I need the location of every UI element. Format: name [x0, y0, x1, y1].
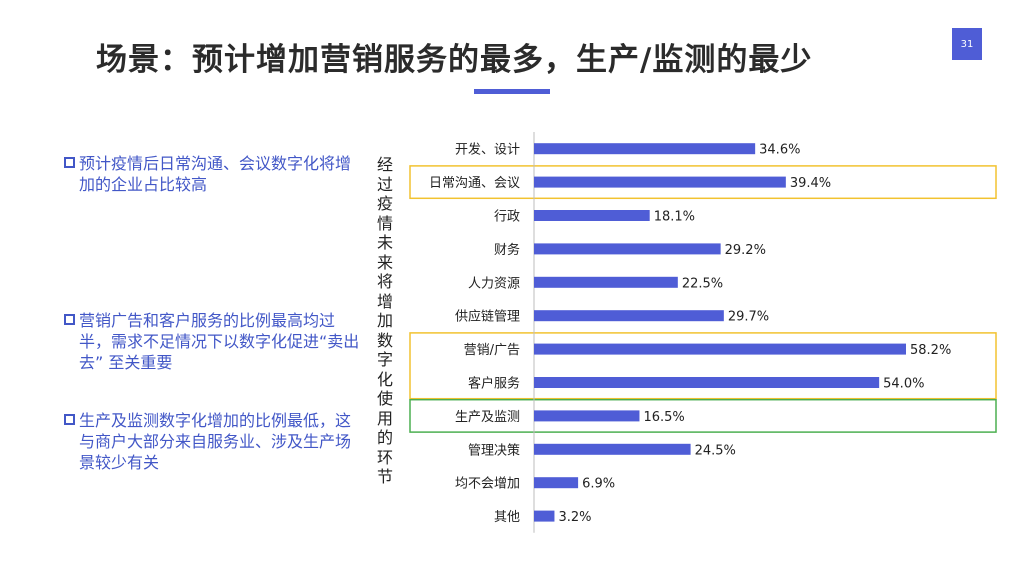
bar [534, 510, 555, 522]
page-number-badge: 31 [952, 28, 982, 60]
square-bullet-icon [64, 157, 75, 168]
note-production: 生产及监测数字化增加的比例最低，这与商户大部分来自服务业、涉及生产场景较少有关 [64, 410, 364, 473]
bar [534, 210, 650, 221]
note-text: 生产及监测数字化增加的比例最低，这与商户大部分来自服务业、涉及生产场景较少有关 [79, 411, 352, 472]
highlight-frame [409, 332, 997, 400]
category-label: 人力资源 [468, 276, 520, 291]
category-label: 生产及监测 [455, 410, 520, 425]
note-text: 营销广告和客户服务的比例最高均过半，需求不足情况下以数字化促进“卖出去” 至关重… [79, 311, 360, 372]
highlight-frame [409, 165, 997, 200]
bar [534, 243, 721, 255]
bar [534, 276, 678, 288]
category-label: 行政 [494, 210, 520, 225]
value-label: 34.6% [759, 143, 800, 158]
value-label: 3.2% [558, 510, 591, 525]
category-label: 营销/广告 [464, 343, 520, 358]
bar [534, 377, 880, 388]
bar [534, 310, 724, 322]
note-text: 预计疫情后日常沟通、会议数字化将增加的企业占比较高 [79, 154, 352, 194]
bar [534, 343, 906, 355]
value-label: 24.5% [695, 443, 736, 458]
square-bullet-icon [64, 314, 75, 325]
highlight-frame [409, 398, 997, 433]
value-label: 22.5% [682, 276, 723, 291]
bar [534, 443, 691, 455]
value-label: 6.9% [582, 477, 615, 492]
title-underline [474, 89, 550, 94]
category-label: 其他 [494, 510, 520, 525]
category-label: 日常沟通、会议 [429, 176, 520, 191]
bar [534, 477, 579, 489]
value-label: 54.0% [883, 377, 924, 392]
category-label: 财务 [494, 242, 520, 258]
value-label: 16.5% [643, 410, 684, 425]
bar [534, 176, 786, 188]
bar [534, 143, 756, 155]
value-label: 58.2% [910, 343, 951, 358]
chart-y-axis-title: 经过疫情未来将增加数字化使用的环节 [376, 155, 393, 486]
bar [534, 410, 640, 422]
square-bullet-icon [64, 414, 75, 425]
category-label: 开发、设计 [455, 142, 520, 158]
slide-title: 场景：预计增加营销服务的最多，生产/监测的最少 [96, 42, 813, 78]
value-label: 39.4% [790, 176, 831, 191]
value-label: 18.1% [654, 210, 695, 225]
category-label: 均不会增加 [455, 477, 520, 492]
value-label: 29.7% [728, 310, 769, 325]
category-label: 客户服务 [468, 376, 520, 392]
category-label: 供应链管理 [455, 309, 520, 325]
note-marketing: 营销广告和客户服务的比例最高均过半，需求不足情况下以数字化促进“卖出去” 至关重… [64, 310, 364, 373]
value-label: 29.2% [725, 243, 766, 258]
category-label: 管理决策 [468, 442, 520, 458]
note-communication: 预计疫情后日常沟通、会议数字化将增加的企业占比较高 [64, 153, 364, 195]
